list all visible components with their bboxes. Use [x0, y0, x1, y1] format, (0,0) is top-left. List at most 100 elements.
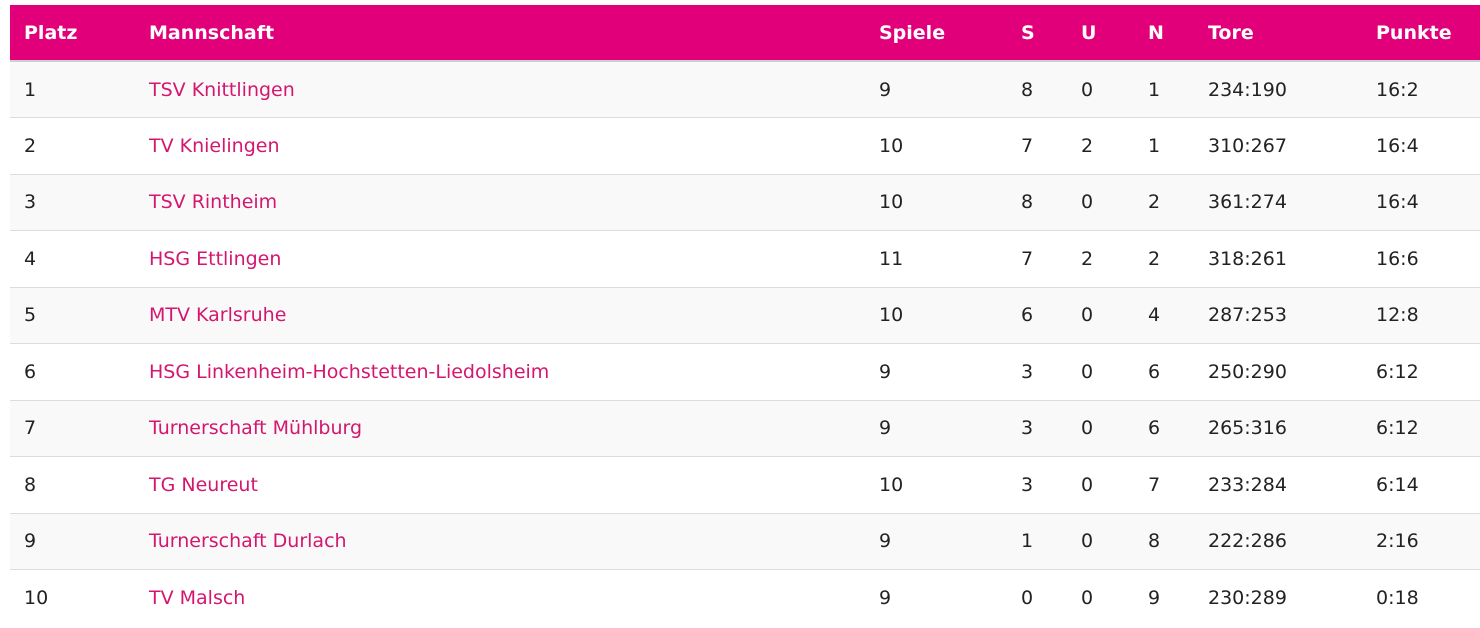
- cell-tore: 318:261: [1208, 247, 1287, 270]
- cell-tore: 230:289: [1208, 587, 1287, 609]
- cell-mannschaft: TSV Knittlingen: [149, 61, 879, 118]
- cell-punkte: 16:4: [1376, 134, 1419, 157]
- cell-siege: 3: [1021, 360, 1034, 383]
- cell-platz: 5: [24, 304, 37, 327]
- cell-niederlagen: 6: [1148, 417, 1161, 440]
- cell-niederlagen: 7: [1148, 473, 1161, 496]
- cell-unentschieden: 0: [1081, 78, 1094, 101]
- cell-platz: 7: [24, 417, 37, 440]
- cell-punkte: 12:8: [1376, 304, 1419, 327]
- table-row: 5 MTV Karlsruhe 10 6 0 4 287:253 12:8: [10, 287, 1480, 344]
- cell-niederlagen: 2: [1148, 191, 1161, 214]
- cell-mannschaft: MTV Karlsruhe: [149, 287, 879, 344]
- cell-niederlagen: 4: [1148, 304, 1161, 327]
- cell-platz: 6: [24, 360, 37, 383]
- cell-punkte: 16:6: [1376, 247, 1419, 270]
- cell-punkte: 6:12: [1376, 417, 1419, 440]
- team-link[interactable]: TV Malsch: [149, 587, 246, 609]
- cell-mannschaft: TV Malsch: [149, 570, 879, 627]
- cell-niederlagen: 6: [1148, 360, 1161, 383]
- cell-mannschaft: Turnerschaft Durlach: [149, 513, 879, 570]
- cell-spiele: 9: [879, 360, 892, 383]
- header-spiele: Spiele: [879, 21, 946, 44]
- cell-spiele: 11: [879, 247, 904, 270]
- cell-niederlagen: 8: [1148, 530, 1161, 553]
- cell-spiele: 10: [879, 473, 904, 496]
- cell-tore: 233:284: [1208, 473, 1287, 496]
- cell-unentschieden: 0: [1081, 530, 1094, 553]
- table-row: 2 TV Knielingen 10 7 2 1 310:267 16:4: [10, 117, 1480, 175]
- table-row: 7 Turnerschaft Mühlburg 9 3 0 6 265:316 6:12: [10, 400, 1480, 457]
- cell-mannschaft: TSV Rintheim: [149, 174, 879, 231]
- table-row: 10 TV Malsch 9 0 0 9 230:289 0:18: [10, 569, 1480, 627]
- table-row: 9 Turnerschaft Durlach 9 1 0 8 222:286 2:16: [10, 513, 1480, 570]
- cell-platz: 3: [24, 191, 37, 214]
- cell-unentschieden: 0: [1081, 360, 1094, 383]
- table-row: 1 TSV Knittlingen 9 8 0 1 234:190 16:2: [10, 61, 1480, 118]
- header-unentschieden: U: [1081, 21, 1097, 44]
- team-link[interactable]: TSV Knittlingen: [149, 78, 295, 101]
- header-tore: Tore: [1208, 21, 1254, 44]
- cell-siege: 7: [1021, 134, 1034, 157]
- cell-tore: 310:267: [1208, 134, 1287, 157]
- cell-platz: 4: [24, 247, 37, 270]
- cell-unentschieden: 2: [1081, 247, 1094, 270]
- team-link[interactable]: Turnerschaft Mühlburg: [149, 417, 363, 440]
- cell-mannschaft: TG Neureut: [149, 457, 879, 514]
- cell-unentschieden: 0: [1081, 191, 1094, 214]
- team-link[interactable]: TSV Rintheim: [149, 191, 278, 214]
- cell-siege: 7: [1021, 247, 1034, 270]
- cell-siege: 8: [1021, 191, 1034, 214]
- cell-niederlagen: 1: [1148, 134, 1161, 157]
- cell-siege: 3: [1021, 417, 1034, 440]
- team-link[interactable]: TV Knielingen: [149, 134, 280, 157]
- cell-punkte: 2:16: [1376, 530, 1419, 553]
- table-row: 3 TSV Rintheim 10 8 0 2 361:274 16:4: [10, 174, 1480, 231]
- cell-tore: 234:190: [1208, 78, 1287, 101]
- header-siege: S: [1021, 21, 1035, 44]
- cell-spiele: 10: [879, 134, 904, 157]
- cell-spiele: 9: [879, 587, 892, 609]
- header-mannschaft: Mannschaft: [149, 21, 275, 44]
- cell-spiele: 10: [879, 304, 904, 327]
- team-link[interactable]: Turnerschaft Durlach: [149, 530, 347, 553]
- team-link[interactable]: TG Neureut: [149, 473, 258, 496]
- cell-spiele: 9: [879, 417, 892, 440]
- header-punkte: Punkte: [1376, 21, 1452, 44]
- header-platz: Platz: [24, 21, 78, 44]
- cell-punkte: 0:18: [1376, 587, 1419, 609]
- cell-unentschieden: 2: [1081, 134, 1094, 157]
- cell-niederlagen: 1: [1148, 78, 1161, 101]
- cell-punkte: 6:12: [1376, 360, 1419, 383]
- table-row: 4 HSG Ettlingen 11 7 2 2 318:261 16:6: [10, 230, 1480, 288]
- cell-tore: 222:286: [1208, 530, 1287, 553]
- team-link[interactable]: MTV Karlsruhe: [149, 304, 287, 327]
- cell-mannschaft: Turnerschaft Mühlburg: [149, 400, 879, 457]
- cell-spiele: 9: [879, 530, 892, 553]
- cell-spiele: 9: [879, 78, 892, 101]
- cell-punkte: 16:2: [1376, 78, 1419, 101]
- cell-spiele: 10: [879, 191, 904, 214]
- cell-unentschieden: 0: [1081, 587, 1094, 609]
- cell-mannschaft: HSG Linkenheim-Hochstetten-Liedolsheim: [149, 344, 879, 401]
- table-row: 6 HSG Linkenheim-Hochstetten-Liedolsheim 9…: [10, 343, 1480, 401]
- cell-platz: 1: [24, 78, 37, 101]
- team-link[interactable]: HSG Ettlingen: [149, 247, 282, 270]
- cell-niederlagen: 9: [1148, 587, 1161, 609]
- cell-siege: 6: [1021, 304, 1034, 327]
- cell-platz: 9: [24, 530, 37, 553]
- team-link[interactable]: HSG Linkenheim-Hochstetten-Liedolsheim: [149, 360, 550, 383]
- cell-tore: 265:316: [1208, 417, 1287, 440]
- cell-mannschaft: HSG Ettlingen: [149, 231, 879, 288]
- cell-unentschieden: 0: [1081, 417, 1094, 440]
- cell-siege: 0: [1021, 587, 1034, 609]
- cell-unentschieden: 0: [1081, 473, 1094, 496]
- cell-siege: 1: [1021, 530, 1034, 553]
- cell-tore: 287:253: [1208, 304, 1287, 327]
- cell-siege: 3: [1021, 473, 1034, 496]
- standings-table: Platz Mannschaft Spiele S U N Tore Punkt…: [10, 5, 1480, 626]
- cell-unentschieden: 0: [1081, 304, 1094, 327]
- cell-mannschaft: TV Knielingen: [149, 118, 879, 175]
- table-row: 8 TG Neureut 10 3 0 7 233:284 6:14: [10, 456, 1480, 514]
- cell-niederlagen: 2: [1148, 247, 1161, 270]
